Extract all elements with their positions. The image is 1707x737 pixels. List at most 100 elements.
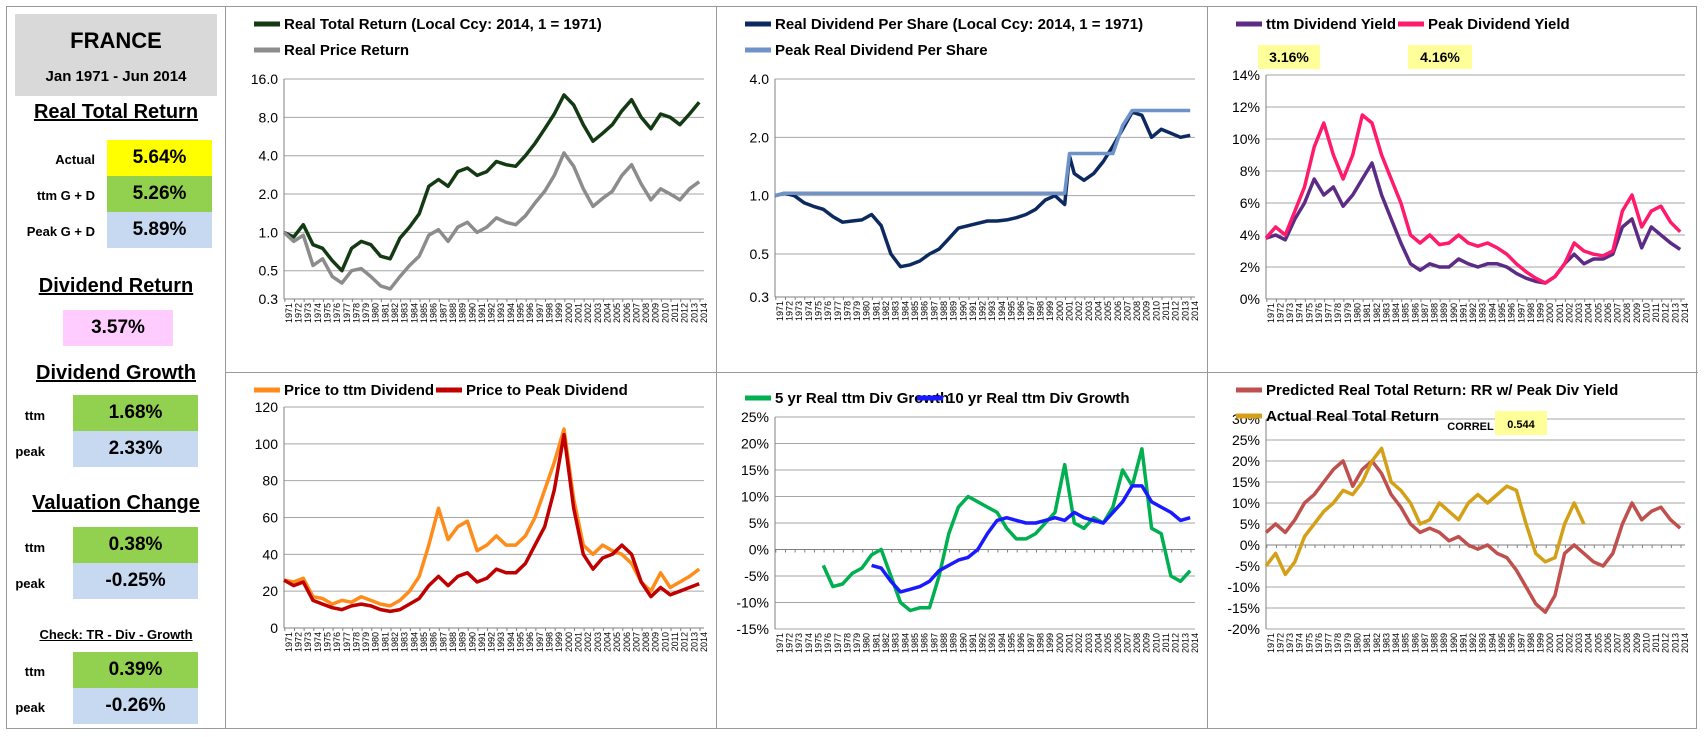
x-tick-label: 2001 — [1064, 633, 1074, 653]
series-line — [1265, 161, 1682, 285]
x-tick-label: 1987 — [438, 303, 448, 323]
x-tick-label: 1988 — [448, 303, 458, 323]
legend-label: ttm Dividend Yield — [1266, 16, 1396, 33]
x-tick-label: 1994 — [997, 633, 1007, 653]
dividend-yield-chart: 0%2%4%6%8%10%12%14%1971 1972 1973 1974 1975 1… — [1232, 16, 1690, 323]
x-tick-label: 2013 — [689, 303, 699, 323]
x-tick-label: 1993 — [987, 301, 997, 321]
annotation-label: 0.544 — [1507, 419, 1535, 431]
x-tick-label: 1983 — [891, 633, 901, 653]
country-header: FRANCE Jan 1971 - Jun 2014 — [15, 14, 217, 96]
x-tick-label: 1971 — [284, 303, 294, 323]
y-tick-label: -15% — [1227, 600, 1260, 616]
x-tick-label: 2008 — [1622, 303, 1632, 323]
y-tick-label: 4.0 — [750, 71, 770, 87]
series-line — [282, 151, 701, 291]
y-tick-label: -20% — [1227, 621, 1260, 637]
x-tick-label: 1987 — [1420, 303, 1430, 323]
x-tick-label: 2014 — [1680, 633, 1690, 653]
x-tick-label: 1980 — [371, 303, 381, 323]
x-tick-label: 1979 — [1343, 303, 1353, 323]
y-tick-label: 14% — [1232, 67, 1260, 83]
x-tick-label: 1972 — [1275, 303, 1285, 323]
y-tick-label: 2.0 — [750, 129, 770, 145]
x-tick-label: 1981 — [1362, 303, 1372, 323]
actual-value: 5.64% — [107, 140, 212, 176]
panel-price-to-dividend: 0 20 40 60 80 100 120 1971 1972 1973 1974 1975 1976 1… — [226, 373, 717, 728]
y-tick-label: 100 — [255, 436, 279, 452]
x-tick-label: 1980 — [371, 632, 381, 652]
x-tick-label: 1996 — [1507, 303, 1517, 323]
x-tick-label: 2014 — [699, 632, 709, 652]
x-tick-label: 1977 — [1324, 633, 1334, 653]
x-tick-label: 2001 — [1555, 303, 1565, 323]
x-tick-label: 1992 — [1468, 633, 1478, 653]
x-tick-label: 1997 — [1516, 633, 1526, 653]
x-tick-label: 1991 — [968, 301, 978, 321]
x-tick-label: 1976 — [1314, 303, 1324, 323]
x-tick-label: 1973 — [794, 633, 804, 653]
y-tick-label: 8.0 — [259, 109, 279, 125]
x-tick-label: 1975 — [1304, 633, 1314, 653]
x-tick-label: 2009 — [1632, 303, 1642, 323]
x-tick-label: 1995 — [516, 632, 526, 652]
x-tick-label: 2007 — [631, 632, 641, 652]
x-tick-label: 1979 — [361, 632, 371, 652]
x-tick-label: 2012 — [1171, 301, 1181, 321]
x-tick-label: 2003 — [1084, 633, 1094, 653]
x-tick-label: 2003 — [593, 632, 603, 652]
x-tick-label: 1990 — [467, 632, 477, 652]
x-tick-label: 2002 — [1074, 301, 1084, 321]
x-tick-label: 2005 — [612, 632, 622, 652]
x-tick-label: 2000 — [564, 632, 574, 652]
x-tick-label: 1987 — [929, 301, 939, 321]
x-tick-label: 1992 — [1468, 303, 1478, 323]
x-tick-label: 2009 — [1142, 301, 1152, 321]
x-tick-label: 1987 — [1420, 633, 1430, 653]
x-tick-label: 2002 — [1074, 633, 1084, 653]
dividend-growth-title: Dividend Growth — [36, 362, 196, 384]
x-tick-label: 2004 — [1584, 633, 1594, 653]
x-tick-label: 1976 — [1314, 633, 1324, 653]
x-tick-label: 1991 — [1458, 303, 1468, 323]
x-tick-label: 1996 — [1507, 633, 1517, 653]
x-tick-label: 1975 — [813, 301, 823, 321]
x-tick-label: 1982 — [1372, 303, 1382, 323]
x-tick-label: 2000 — [564, 303, 574, 323]
y-tick-label: 25% — [1232, 432, 1260, 448]
panel-dividend-yield: 0% 2% 4% 6% 8% 10% 12% 14% 1971 1972 1973 1974 1975 1… — [1208, 7, 1698, 373]
x-tick-label: 1978 — [1333, 633, 1343, 653]
x-tick-label: 1995 — [516, 303, 526, 323]
x-tick-label: 2004 — [1584, 303, 1594, 323]
x-tick-label: 1974 — [1295, 303, 1305, 323]
y-tick-label: 2% — [1240, 259, 1260, 275]
x-tick-label: 1986 — [920, 633, 930, 653]
x-tick-label: 1998 — [1526, 633, 1536, 653]
x-tick-label: 1991 — [477, 632, 487, 652]
x-tick-label: 1996 — [1016, 633, 1026, 653]
x-tick-label: 1976 — [823, 301, 833, 321]
series-line — [774, 110, 1191, 269]
x-tick-label: 1999 — [554, 303, 564, 323]
x-tick-label: 2012 — [1661, 633, 1671, 653]
x-tick-label: 1984 — [900, 301, 910, 321]
x-tick-label: 2011 — [670, 632, 680, 651]
x-tick-label: 1985 — [1401, 633, 1411, 653]
x-tick-label: 2001 — [573, 303, 583, 323]
x-tick-label: 1997 — [1516, 303, 1526, 323]
x-tick-label: 2005 — [1593, 303, 1603, 323]
x-tick-label: 1987 — [438, 632, 448, 652]
x-tick-label: 1983 — [400, 303, 410, 323]
panel-dividend-per-share: 0.3 0.5 1.0 2.0 4.0 1971 1972 1973 1974 1975 1976 1… — [717, 7, 1208, 373]
x-tick-label: 1995 — [1497, 303, 1507, 323]
x-tick-label: 1997 — [1026, 633, 1036, 653]
x-tick-label: 2003 — [1574, 633, 1584, 653]
x-tick-label: 2007 — [1122, 301, 1132, 321]
x-tick-label: 2008 — [1132, 301, 1142, 321]
real-total-return-title: Real Total Return — [33, 101, 199, 123]
x-tick-label: 1984 — [1391, 303, 1401, 323]
y-tick-label: 0% — [1240, 291, 1260, 307]
x-tick-label: 2007 — [1613, 303, 1623, 323]
x-tick-label: 2006 — [1603, 633, 1613, 653]
